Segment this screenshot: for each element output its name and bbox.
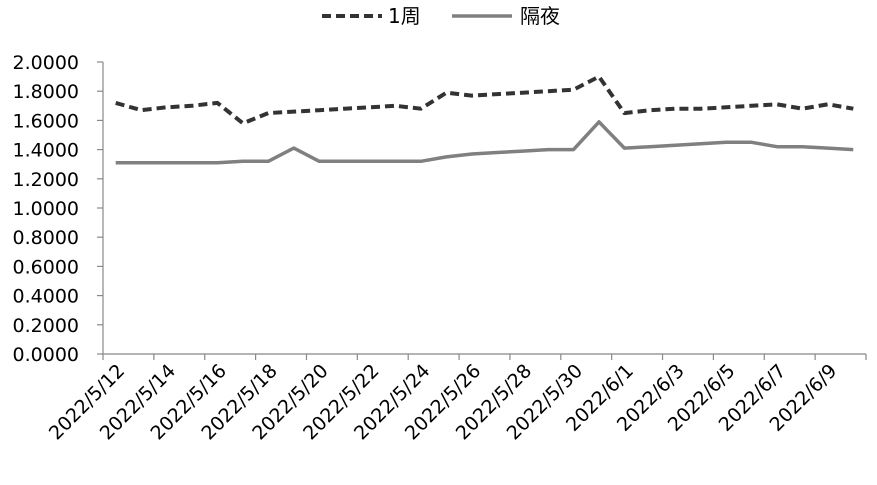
series-line-overnight: [115, 120, 854, 165]
axes: 0.0000 0.2000 0.4000 0.6000 0.8000 1.0000 1.20…: [13, 52, 867, 444]
y-tick-label: 2.0000: [13, 52, 79, 74]
y-tick-label: 0.4000: [13, 286, 79, 308]
series-line-1week: [115, 74, 854, 126]
legend-label: 1周: [388, 4, 421, 28]
y-tick-label: 1.2000: [13, 169, 79, 191]
y-tick-label: 0.6000: [13, 256, 79, 278]
legend-label: 隔夜: [520, 4, 560, 28]
y-tick-label: 0.0000: [13, 344, 79, 366]
y-tick-label: 1.4000: [13, 140, 79, 162]
y-tick-label: 0.2000: [13, 315, 79, 337]
y-tick-label: 1.8000: [13, 81, 79, 103]
y-tick-label: 0.8000: [13, 227, 79, 249]
y-tick-label: 1.6000: [13, 110, 79, 132]
y-tick-label: 1.0000: [13, 198, 79, 220]
series-layer: [115, 74, 854, 165]
legend: 1周 隔夜: [322, 4, 560, 28]
